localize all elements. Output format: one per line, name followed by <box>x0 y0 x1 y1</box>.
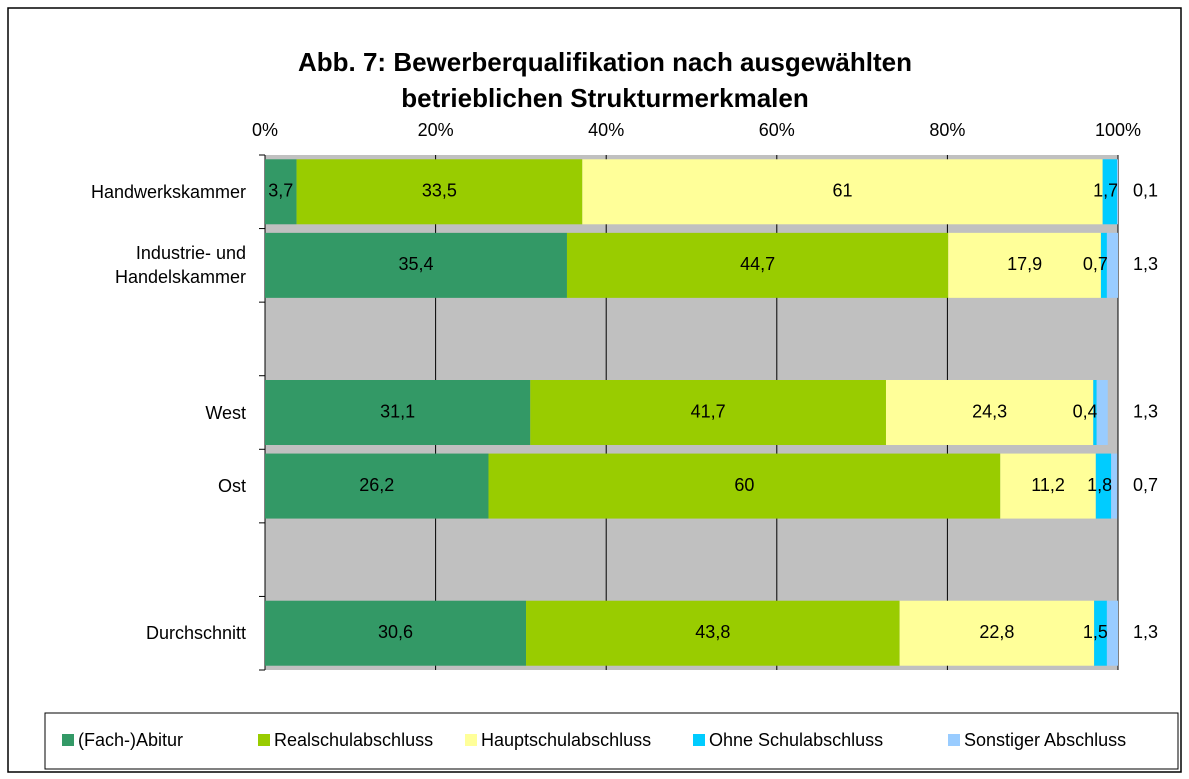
bar <box>1096 380 1108 445</box>
bar <box>1117 159 1118 225</box>
data-label: 0,4 <box>1073 401 1098 421</box>
bar <box>1106 232 1118 298</box>
legend-box <box>44 712 1179 770</box>
data-label: 61 <box>832 181 852 201</box>
x-tick-label: 80% <box>929 120 965 140</box>
x-tick-label: 0% <box>252 120 278 140</box>
data-label: 3,7 <box>268 181 293 201</box>
bar <box>1100 232 1107 298</box>
bar <box>526 600 900 666</box>
bar <box>265 600 527 666</box>
bar <box>899 600 1095 666</box>
legend-label: Realschulabschluss <box>274 730 433 750</box>
bar <box>265 159 297 225</box>
chart-border <box>7 7 1182 773</box>
data-label: 1,3 <box>1133 254 1158 274</box>
data-label: 24,3 <box>972 401 1007 421</box>
x-tick-label: 60% <box>759 120 795 140</box>
bar <box>265 380 531 445</box>
data-label: 31,1 <box>380 401 415 421</box>
chart-title: Abb. 7: Bewerberqualifikation nach ausge… <box>297 47 912 113</box>
legend-swatch <box>62 734 74 746</box>
bar <box>296 159 583 225</box>
y-tick-label: Industrie- und Handelskammer <box>114 243 246 288</box>
bar <box>885 380 1094 445</box>
legend-swatch <box>258 734 270 746</box>
bar <box>1106 600 1118 666</box>
data-label: 30,6 <box>378 622 413 642</box>
legend-swatch <box>465 734 477 746</box>
bar <box>1111 453 1118 519</box>
legend-swatch <box>948 734 960 746</box>
bar <box>488 453 1001 519</box>
legend-label: (Fach-)Abitur <box>78 730 183 750</box>
y-tick-label: Ost <box>217 476 246 497</box>
y-tick-label: Handwerkskammer <box>90 181 246 202</box>
data-label: 41,7 <box>691 401 726 421</box>
data-label: 1,5 <box>1083 622 1108 642</box>
bar <box>1093 380 1097 445</box>
bar <box>1095 453 1112 519</box>
data-label: 11,2 <box>1031 475 1065 495</box>
bar <box>265 453 489 519</box>
legend-label: Hauptschulabschluss <box>481 730 651 750</box>
data-label: 1,8 <box>1087 475 1112 495</box>
legend-label: Sonstiger Abschluss <box>964 730 1126 750</box>
x-tick-label: 100% <box>1095 120 1141 140</box>
bar <box>1094 600 1107 666</box>
data-label: 60 <box>734 475 754 495</box>
x-tick-label: 40% <box>588 120 624 140</box>
data-label: 44,7 <box>740 254 775 274</box>
data-label: 0,1 <box>1133 181 1158 201</box>
legend-swatch <box>693 734 705 746</box>
data-label: 0,7 <box>1083 254 1108 274</box>
y-tick-label: West <box>205 402 246 423</box>
data-label: 33,5 <box>422 181 457 201</box>
data-label: 1,7 <box>1093 181 1118 201</box>
data-label: 35,4 <box>398 254 433 274</box>
data-label: 26,2 <box>359 475 394 495</box>
legend-label: Ohne Schulabschluss <box>709 730 883 750</box>
data-label: 1,3 <box>1133 622 1158 642</box>
data-label: 1,3 <box>1133 401 1158 421</box>
data-label: 43,8 <box>695 622 730 642</box>
bar <box>1000 453 1096 519</box>
x-tick-label: 20% <box>418 120 454 140</box>
bar <box>948 232 1101 298</box>
bar <box>582 159 1103 225</box>
data-label: 22,8 <box>979 622 1014 642</box>
y-tick-label: Durchschnitt <box>145 623 246 644</box>
data-label: 17,9 <box>1007 254 1042 274</box>
data-label: 0,7 <box>1133 475 1158 495</box>
bar <box>530 380 886 445</box>
bar <box>566 232 949 298</box>
bar <box>265 232 567 298</box>
bar <box>1102 159 1118 225</box>
